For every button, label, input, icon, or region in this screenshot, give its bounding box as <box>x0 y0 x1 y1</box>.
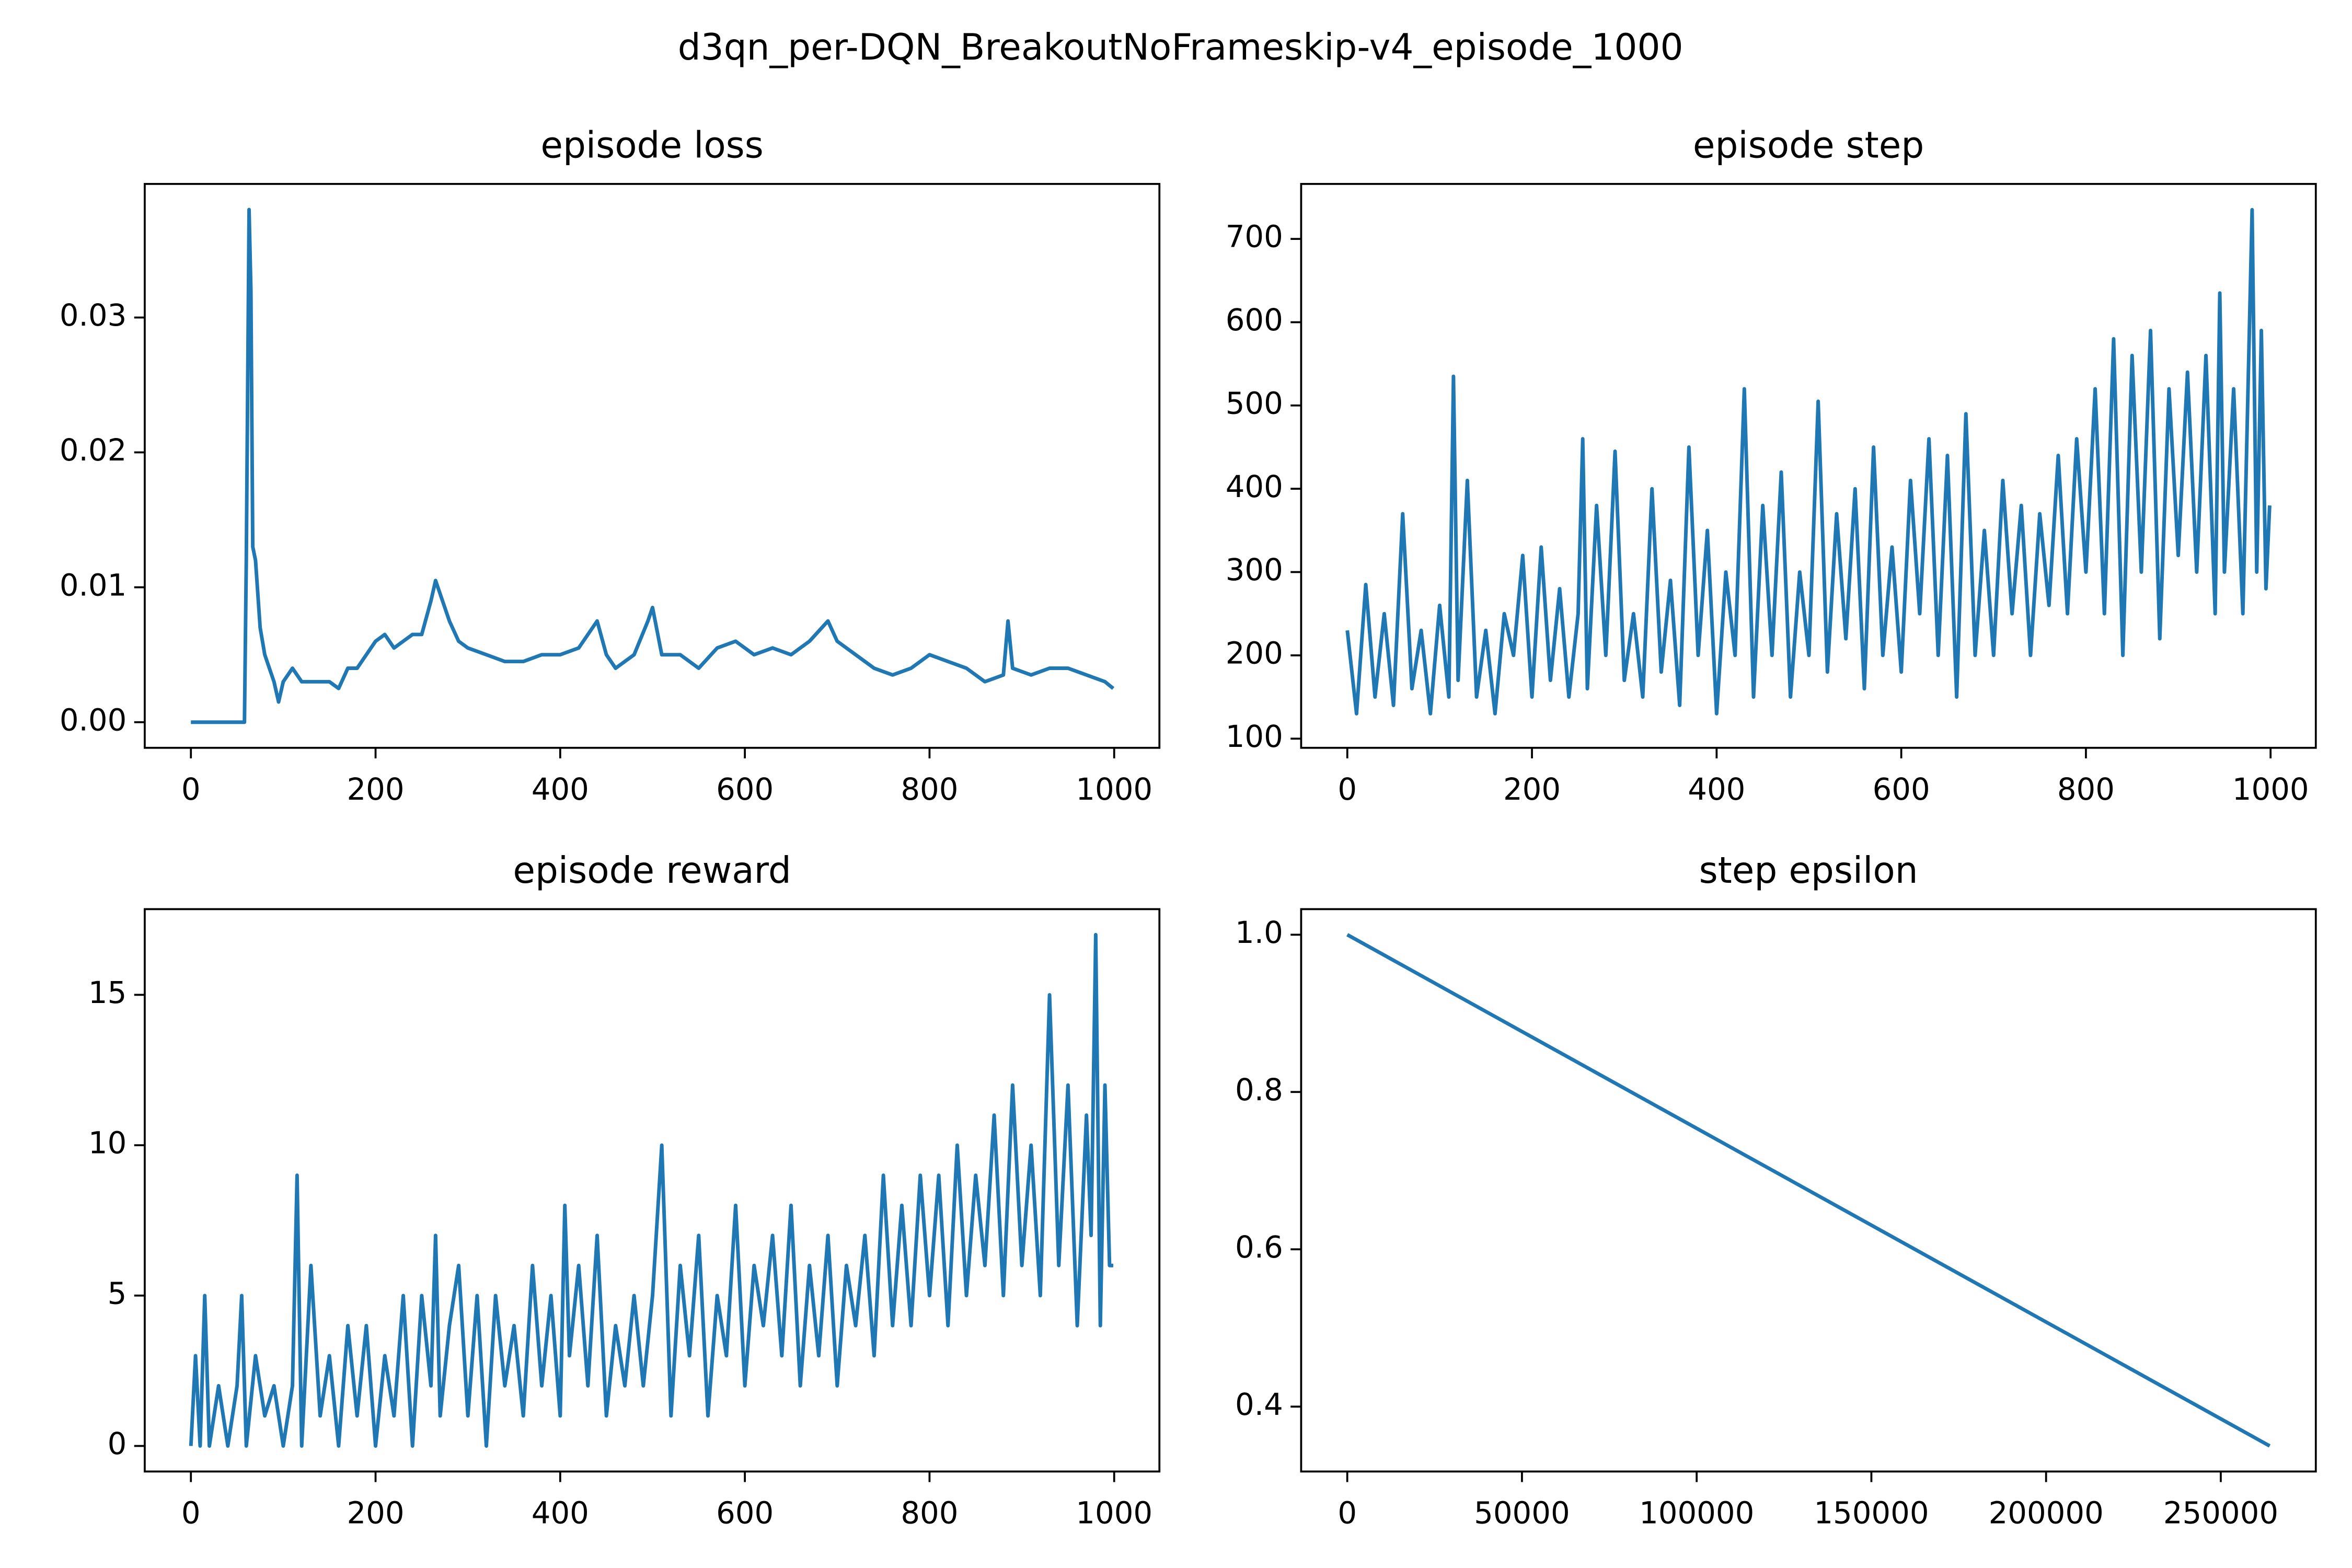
line <box>1345 207 2272 716</box>
y-tick-label: 700 <box>1226 219 1283 255</box>
x-tick-label: 400 <box>532 771 589 807</box>
x-tick-label: 250000 <box>2163 1495 2278 1531</box>
x-tick-label: 200 <box>347 771 404 807</box>
y-tick-label: 0.6 <box>1235 1229 1283 1265</box>
y-tick-label: 600 <box>1226 302 1283 338</box>
x-tick-label: 0 <box>181 1495 201 1531</box>
line <box>1346 933 2271 1448</box>
axes-frame <box>144 908 1161 1473</box>
y-tick-label: 300 <box>1226 552 1283 587</box>
x-tick-label: 600 <box>1873 771 1930 807</box>
x-tick-label: 50000 <box>1474 1495 1570 1531</box>
x-tick-label: 150000 <box>1814 1495 1929 1531</box>
x-tick-label: 200 <box>347 1495 404 1531</box>
x-tick-label: 1000 <box>1076 771 1152 807</box>
x-tick-label: 0 <box>1338 1495 1357 1531</box>
x-tick-label: 800 <box>901 1495 958 1531</box>
y-tick-label: 200 <box>1226 636 1283 671</box>
chart-title: step epsilon <box>1699 850 1918 892</box>
y-tick-label: 400 <box>1226 469 1283 504</box>
line <box>191 207 1115 724</box>
y-tick-label: 500 <box>1226 385 1283 421</box>
x-tick-label: 600 <box>716 1495 774 1531</box>
y-tick-label: 15 <box>88 975 126 1010</box>
axes-frame <box>144 183 1161 749</box>
x-tick-label: 1000 <box>2232 771 2309 807</box>
x-tick-label: 0 <box>181 771 201 807</box>
x-tick-label: 0 <box>1338 771 1357 807</box>
y-tick-label: 1.0 <box>1235 915 1283 950</box>
x-tick-label: 600 <box>716 771 774 807</box>
y-tick-label: 100 <box>1226 719 1283 754</box>
y-tick-label: 0.02 <box>60 432 126 468</box>
y-tick-label: 5 <box>108 1275 127 1311</box>
x-tick-label: 200 <box>1503 771 1561 807</box>
y-tick-label: 10 <box>88 1125 126 1161</box>
x-tick-label: 1000 <box>1076 1495 1152 1531</box>
chart-title: episode loss <box>540 125 763 167</box>
chart-title: episode reward <box>513 850 791 892</box>
x-tick-label: 800 <box>2057 771 2115 807</box>
x-tick-label: 400 <box>532 1495 589 1531</box>
line <box>189 932 1113 1448</box>
y-tick-label: 0.4 <box>1235 1387 1283 1422</box>
axes-frame <box>1300 183 2317 749</box>
y-tick-label: 0.8 <box>1235 1072 1283 1108</box>
y-tick-label: 0 <box>108 1426 127 1461</box>
figure-title: d3qn_per-DQN_BreakoutNoFrameskip-v4_epis… <box>678 27 1684 68</box>
chart-title: episode step <box>1693 125 1924 167</box>
y-tick-label: 0.03 <box>60 297 126 333</box>
y-tick-label: 0.01 <box>60 567 126 603</box>
x-tick-label: 800 <box>901 771 958 807</box>
x-tick-label: 200000 <box>1989 1495 2104 1531</box>
x-tick-label: 400 <box>1688 771 1745 807</box>
x-tick-label: 100000 <box>1639 1495 1754 1531</box>
y-tick-label: 0.00 <box>60 702 126 737</box>
axes-frame <box>1300 908 2317 1473</box>
